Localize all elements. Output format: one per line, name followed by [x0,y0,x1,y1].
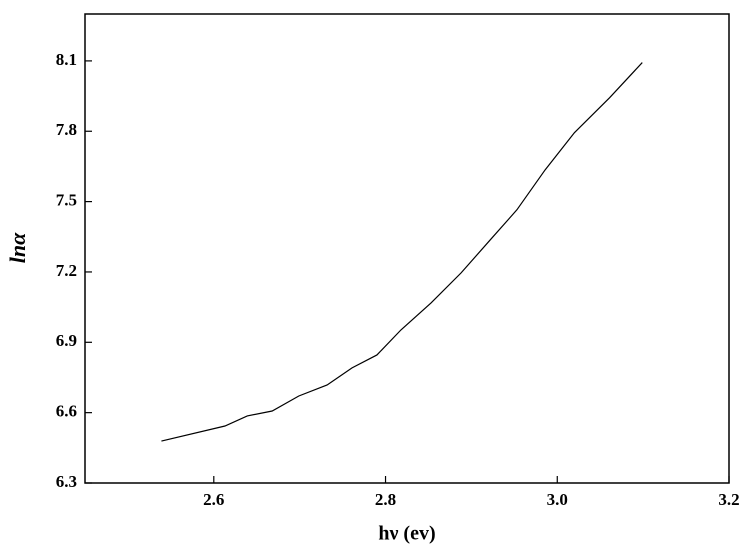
x-tick-label: 3.2 [718,490,739,509]
y-axis-label: lnα [5,232,30,263]
y-tick-label: 6.6 [56,402,77,421]
y-tick-label: 7.2 [56,261,77,280]
y-tick-label: 7.5 [56,191,77,210]
y-tick-label: 7.8 [56,120,77,139]
y-tick-label: 8.1 [56,50,77,69]
plot-frame [85,14,729,483]
data-line [161,63,642,441]
x-axis-label: hν (ev) [378,523,435,545]
x-tick-label: 2.6 [203,490,224,509]
y-tick-label: 6.3 [56,472,77,491]
x-tick-label: 2.8 [375,490,396,509]
chart: hν (ev) lnα 2.6 2.8 3.0 3.2 6.3 6.6 6.9 7.2 7.5 7… [0,0,741,550]
x-tick-label: 3.0 [547,490,568,509]
y-tick-label: 6.9 [56,331,77,350]
